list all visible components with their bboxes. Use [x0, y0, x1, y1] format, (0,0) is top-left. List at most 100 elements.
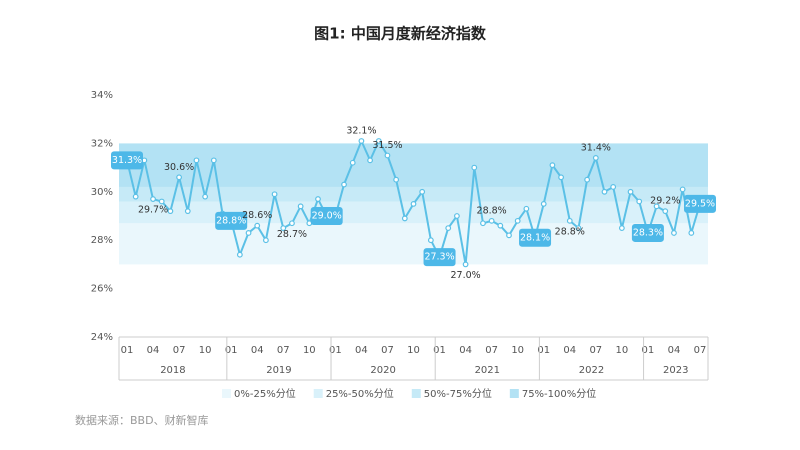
- point: [289, 220, 295, 227]
- legend-label: 0%-25%分位: [234, 387, 296, 400]
- point: [158, 198, 165, 205]
- x-tick-label: 04: [459, 345, 472, 356]
- legend-swatch: [411, 389, 421, 398]
- point: [419, 188, 426, 195]
- label-box: [423, 248, 456, 267]
- year-label: 2021: [475, 365, 500, 376]
- point: [462, 261, 469, 268]
- legend-label: 75%-100%分位: [522, 387, 596, 400]
- data-label: 27.3%: [424, 252, 454, 263]
- data-label: 28.1%: [520, 232, 550, 243]
- x-tick-label: 01: [329, 345, 342, 356]
- y-tick-label: 32%: [91, 138, 113, 149]
- data-label: 29.7%: [138, 205, 168, 216]
- x-tick-label: 04: [668, 345, 681, 356]
- point: [566, 217, 573, 224]
- x-tick-label: 01: [642, 345, 655, 356]
- x-tick-label: 04: [147, 345, 160, 356]
- x-tick-label: 10: [303, 345, 316, 356]
- point: [193, 157, 200, 164]
- label-box: [310, 207, 343, 225]
- x-tick-label: 04: [563, 345, 576, 356]
- data-label: 28.8%: [216, 215, 246, 226]
- data-label: 29.2%: [650, 196, 680, 207]
- y-tick-label: 34%: [91, 90, 113, 101]
- year-label: 2022: [579, 365, 604, 376]
- point: [375, 138, 382, 144]
- point: [618, 225, 625, 232]
- point: [315, 196, 321, 202]
- point: [280, 225, 287, 232]
- x-tick-label: 01: [433, 345, 446, 356]
- point: [601, 188, 608, 195]
- point: [662, 208, 669, 215]
- point: [480, 220, 486, 227]
- y-tick-label: 28%: [91, 235, 113, 246]
- x-tick-label: 04: [355, 345, 368, 356]
- legend-swatch: [222, 389, 231, 398]
- x-tick-label: 07: [485, 345, 498, 356]
- point: [150, 196, 156, 202]
- x-tick-label: 07: [381, 345, 394, 356]
- y-tick-label: 24%: [91, 332, 113, 343]
- point: [236, 251, 243, 258]
- legend-label: 50%-75%分位: [424, 387, 492, 400]
- point: [688, 230, 695, 236]
- point: [410, 200, 417, 207]
- point: [549, 162, 556, 169]
- point: [471, 164, 478, 171]
- quantile-band: [119, 201, 708, 224]
- point: [401, 215, 408, 222]
- point: [506, 232, 512, 239]
- x-tick-label: 07: [277, 345, 290, 356]
- label-box: [215, 211, 248, 230]
- x-tick-label: 10: [407, 345, 420, 356]
- point: [358, 138, 365, 144]
- chart-title: 图1: 中国月度新经济指数: [314, 25, 487, 43]
- point: [254, 222, 261, 229]
- x-tick-label: 07: [589, 345, 602, 356]
- label-box: [111, 151, 143, 170]
- point: [297, 203, 304, 210]
- data-label: 29.5%: [685, 198, 715, 209]
- point: [393, 176, 400, 183]
- x-tick-label: 10: [615, 345, 628, 356]
- x-tick-label: 01: [121, 345, 134, 356]
- data-label: 31.4%: [581, 142, 611, 153]
- point: [610, 184, 617, 190]
- year-label: 2023: [663, 365, 688, 376]
- y-tick-label: 26%: [91, 284, 113, 295]
- legend-swatch: [509, 389, 519, 398]
- point: [558, 174, 564, 181]
- point: [445, 225, 452, 232]
- label-box: [684, 194, 716, 213]
- x-tick-label: 01: [537, 345, 550, 356]
- point: [497, 222, 504, 229]
- point: [679, 186, 686, 193]
- quantile-band: [119, 223, 708, 265]
- data-label: 28.8%: [477, 205, 507, 216]
- x-tick-label: 01: [225, 345, 238, 356]
- legend-swatch: [313, 389, 323, 398]
- source: 数据来源：BBD、财新智库: [75, 413, 209, 427]
- data-label: 27.0%: [450, 270, 480, 281]
- label-box: [519, 228, 552, 247]
- year-label: 2020: [370, 365, 395, 376]
- point: [384, 152, 391, 159]
- x-tick-label: 04: [251, 345, 264, 356]
- point: [592, 155, 599, 161]
- point: [653, 203, 660, 210]
- point: [263, 237, 269, 244]
- legend-label: 25%-50%分位: [326, 387, 394, 400]
- data-label: 28.7%: [277, 229, 307, 240]
- y-tick-label: 30%: [91, 187, 113, 198]
- point: [627, 188, 634, 195]
- point: [427, 237, 434, 244]
- point: [671, 230, 677, 236]
- point: [245, 230, 252, 236]
- data-label: 29.0%: [312, 211, 342, 222]
- year-label: 2019: [266, 365, 291, 376]
- point: [132, 193, 139, 200]
- data-label: 31.5%: [372, 140, 402, 151]
